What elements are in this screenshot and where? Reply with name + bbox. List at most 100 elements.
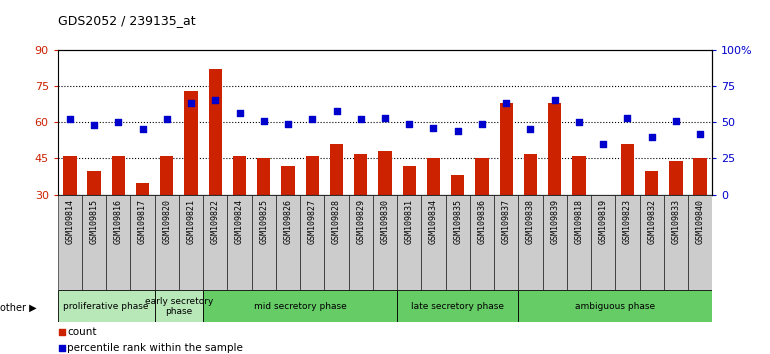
Point bbox=[258, 118, 270, 124]
Bar bbox=[130, 195, 155, 290]
Bar bbox=[500, 103, 513, 195]
Point bbox=[403, 121, 415, 126]
Bar bbox=[160, 156, 173, 195]
Point bbox=[136, 126, 149, 132]
Bar bbox=[451, 175, 464, 195]
Bar bbox=[58, 195, 82, 290]
Point bbox=[597, 141, 609, 147]
Bar bbox=[543, 195, 567, 290]
Text: GSM109830: GSM109830 bbox=[380, 199, 390, 245]
Point bbox=[64, 116, 76, 122]
Text: mid secretory phase: mid secretory phase bbox=[254, 302, 346, 311]
Point bbox=[379, 115, 391, 121]
Bar bbox=[184, 91, 198, 195]
Bar bbox=[548, 103, 561, 195]
Bar bbox=[330, 144, 343, 195]
Text: GSM109825: GSM109825 bbox=[259, 199, 268, 245]
Bar bbox=[664, 195, 688, 290]
Text: percentile rank within the sample: percentile rank within the sample bbox=[68, 343, 243, 353]
Text: GSM109823: GSM109823 bbox=[623, 199, 632, 245]
Bar bbox=[233, 156, 246, 195]
Bar bbox=[688, 195, 712, 290]
Point bbox=[209, 97, 222, 103]
Text: other ▶: other ▶ bbox=[0, 303, 37, 313]
Point bbox=[112, 119, 125, 125]
Bar bbox=[349, 195, 373, 290]
Text: ambiguous phase: ambiguous phase bbox=[575, 302, 655, 311]
Bar bbox=[373, 195, 397, 290]
Bar bbox=[427, 158, 440, 195]
Bar bbox=[421, 195, 446, 290]
Bar bbox=[354, 154, 367, 195]
Text: GSM109835: GSM109835 bbox=[454, 199, 462, 245]
Bar bbox=[281, 166, 295, 195]
Bar bbox=[155, 195, 179, 290]
Bar bbox=[88, 171, 101, 195]
Point bbox=[451, 128, 464, 134]
Bar bbox=[209, 69, 222, 195]
Text: GSM109840: GSM109840 bbox=[695, 199, 705, 245]
Text: GSM109815: GSM109815 bbox=[89, 199, 99, 245]
Text: GSM109824: GSM109824 bbox=[235, 199, 244, 245]
Point bbox=[476, 121, 488, 126]
Bar bbox=[306, 156, 319, 195]
Bar bbox=[567, 195, 591, 290]
Text: GSM109818: GSM109818 bbox=[574, 199, 584, 245]
Text: GSM109828: GSM109828 bbox=[332, 199, 341, 245]
Point bbox=[88, 122, 100, 128]
Point bbox=[573, 119, 585, 125]
Text: GSM109816: GSM109816 bbox=[114, 199, 123, 245]
Text: proliferative phase: proliferative phase bbox=[63, 302, 149, 311]
Text: GSM109819: GSM109819 bbox=[598, 199, 608, 245]
Text: GSM109834: GSM109834 bbox=[429, 199, 438, 245]
Bar bbox=[694, 158, 707, 195]
Point bbox=[621, 115, 634, 121]
Text: GSM109832: GSM109832 bbox=[647, 199, 656, 245]
Bar bbox=[524, 154, 537, 195]
Text: count: count bbox=[68, 327, 97, 337]
Bar bbox=[615, 195, 640, 290]
Bar bbox=[227, 195, 252, 290]
Point bbox=[355, 116, 367, 122]
Bar bbox=[475, 158, 489, 195]
Point bbox=[548, 97, 561, 103]
Text: GSM109839: GSM109839 bbox=[551, 199, 559, 245]
Text: GSM109827: GSM109827 bbox=[308, 199, 316, 245]
Bar bbox=[252, 195, 276, 290]
Bar bbox=[155, 290, 203, 322]
Point bbox=[306, 116, 319, 122]
Bar bbox=[591, 195, 615, 290]
Point bbox=[645, 134, 658, 139]
Text: GSM109833: GSM109833 bbox=[671, 199, 681, 245]
Text: GSM109831: GSM109831 bbox=[405, 199, 413, 245]
Bar bbox=[203, 290, 397, 322]
Bar bbox=[82, 195, 106, 290]
Bar bbox=[63, 156, 76, 195]
Point bbox=[233, 110, 246, 116]
Text: GSM109837: GSM109837 bbox=[502, 199, 511, 245]
Text: GSM109821: GSM109821 bbox=[186, 199, 196, 245]
Point bbox=[524, 126, 537, 132]
Bar bbox=[300, 195, 324, 290]
Point bbox=[694, 131, 706, 137]
Bar bbox=[494, 195, 518, 290]
Point bbox=[500, 101, 512, 106]
Text: late secretory phase: late secretory phase bbox=[411, 302, 504, 311]
Point bbox=[55, 329, 68, 335]
Bar bbox=[257, 158, 270, 195]
Bar bbox=[669, 161, 682, 195]
Bar bbox=[276, 195, 300, 290]
Point bbox=[55, 345, 68, 350]
Bar bbox=[403, 166, 416, 195]
Bar bbox=[640, 195, 664, 290]
Bar bbox=[324, 195, 349, 290]
Bar bbox=[446, 195, 470, 290]
Text: early secretory
phase: early secretory phase bbox=[145, 297, 213, 316]
Bar bbox=[58, 290, 155, 322]
Text: GSM109826: GSM109826 bbox=[283, 199, 293, 245]
Point bbox=[161, 116, 173, 122]
Bar bbox=[378, 151, 392, 195]
Bar bbox=[518, 290, 712, 322]
Text: GSM109820: GSM109820 bbox=[162, 199, 172, 245]
Bar bbox=[621, 144, 634, 195]
